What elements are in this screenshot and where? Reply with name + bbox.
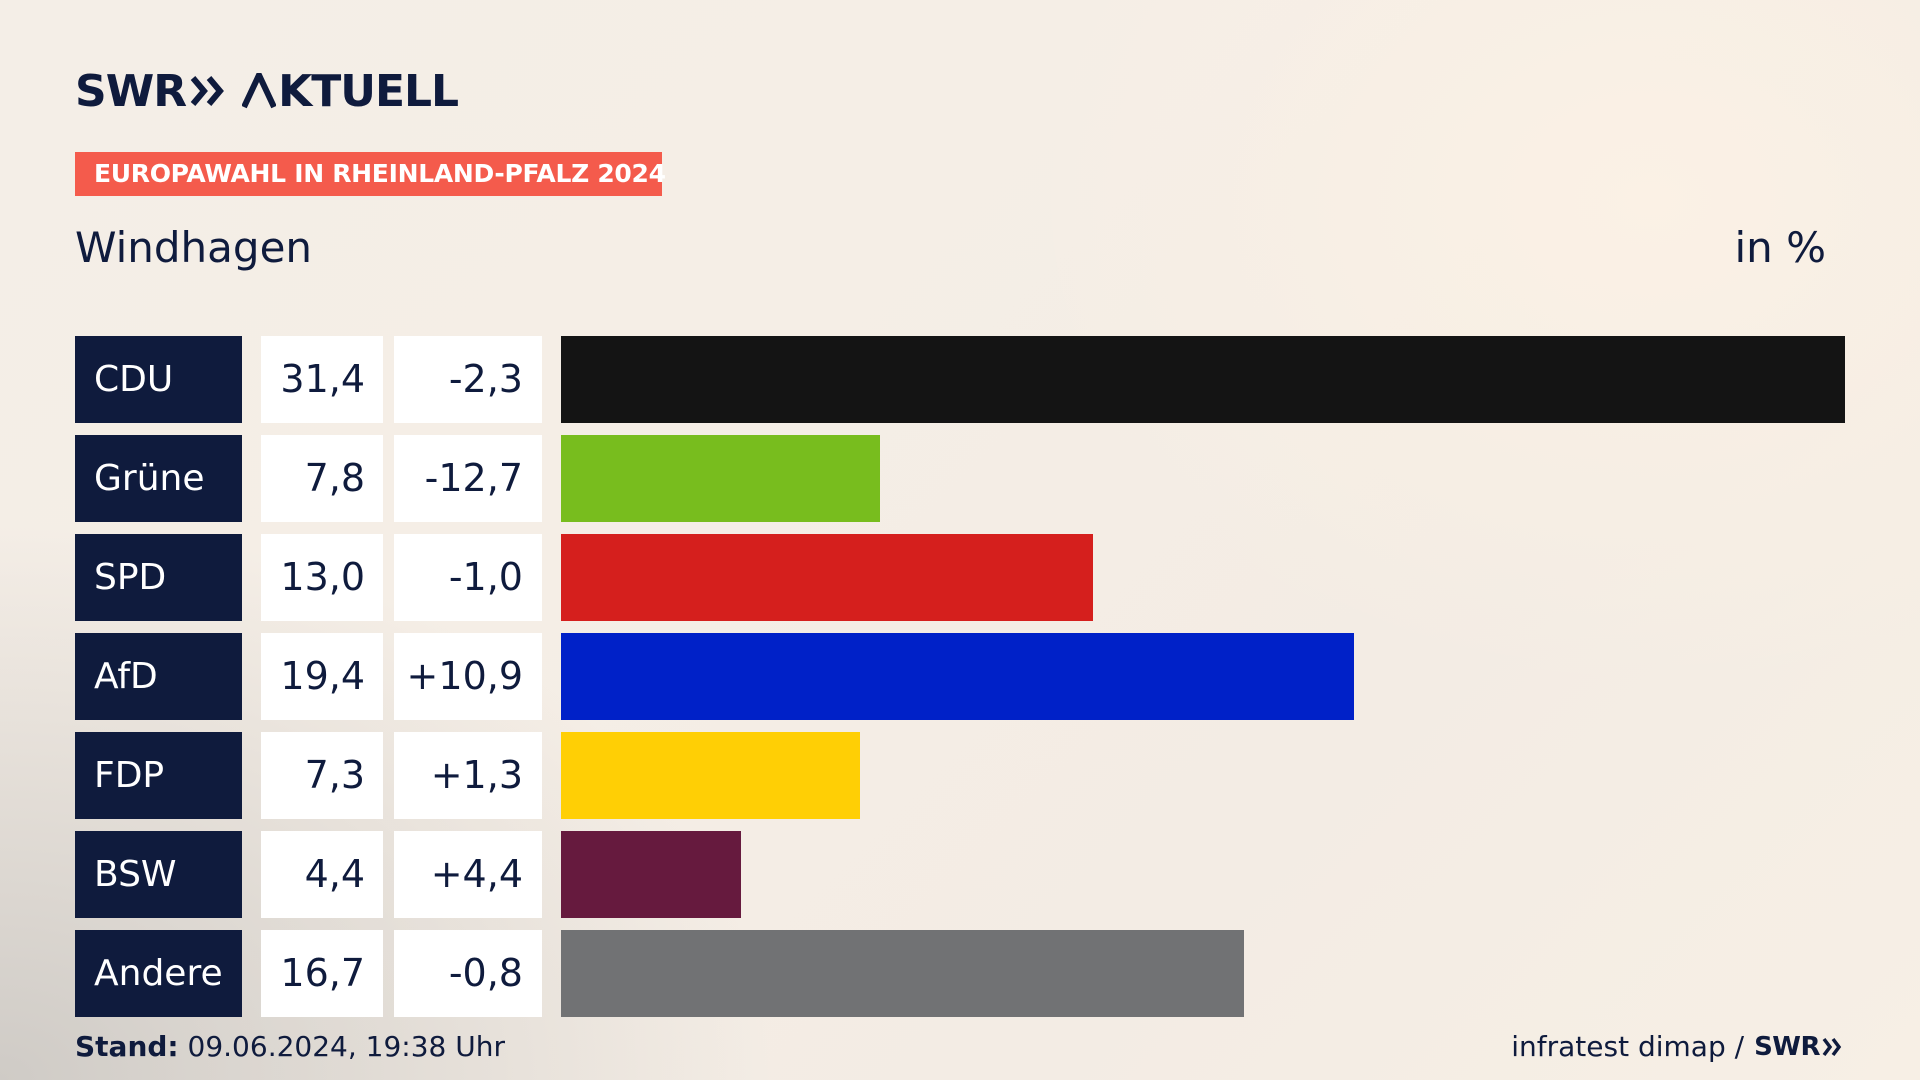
double-chevron-icon: [190, 76, 225, 106]
timestamp-label: Stand:: [75, 1030, 179, 1063]
source-logo: SWR: [1754, 1029, 1844, 1065]
party-label: BSW: [75, 831, 242, 918]
result-bar: [561, 930, 1244, 1017]
result-row: CDU 31,4 -2,3: [75, 336, 1845, 423]
unit-label: in %: [1734, 223, 1826, 272]
election-tag: EUROPAWAHL IN RHEINLAND-PFALZ 2024: [75, 152, 666, 196]
result-bar: [561, 435, 880, 522]
party-label: Grüne: [75, 435, 242, 522]
vote-change: -1,0: [394, 534, 542, 621]
result-bar: [561, 534, 1093, 621]
result-row: AfD 19,4 +10,9: [75, 633, 1845, 720]
vote-share: 7,8: [261, 435, 383, 522]
result-row: FDP 7,3 +1,3: [75, 732, 1845, 819]
party-label: Andere: [75, 930, 242, 1017]
result-row: SPD 13,0 -1,0: [75, 534, 1845, 621]
result-row: BSW 4,4 +4,4: [75, 831, 1845, 918]
swr-aktuell-logo: SWR KTUELL: [75, 65, 459, 117]
result-row: Grüne 7,8 -12,7: [75, 435, 1845, 522]
timestamp: Stand: 09.06.2024, 19:38 Uhr: [75, 1029, 505, 1065]
vote-share: 31,4: [261, 336, 383, 423]
source-credit: infratest dimap / SWR: [1511, 1029, 1844, 1065]
vote-share: 7,3: [261, 732, 383, 819]
result-bar: [561, 633, 1354, 720]
double-chevron-icon: [1822, 1037, 1842, 1057]
vote-change: +1,3: [394, 732, 542, 819]
party-label: SPD: [75, 534, 242, 621]
vote-share: 13,0: [261, 534, 383, 621]
result-row: Andere 16,7 -0,8: [75, 930, 1845, 1017]
result-bar: [561, 831, 741, 918]
vote-share: 19,4: [261, 633, 383, 720]
logo-swr-text: SWR: [75, 65, 187, 117]
vote-change: -0,8: [394, 930, 542, 1017]
party-label: AfD: [75, 633, 242, 720]
logo-aktuell-text: KTUELL: [278, 65, 459, 117]
vote-change: +10,9: [394, 633, 542, 720]
location-title: Windhagen: [75, 223, 313, 272]
vote-change: -12,7: [394, 435, 542, 522]
vote-share: 16,7: [261, 930, 383, 1017]
party-label: FDP: [75, 732, 242, 819]
timestamp-value: 09.06.2024, 19:38 Uhr: [187, 1030, 505, 1063]
party-label: CDU: [75, 336, 242, 423]
vote-change: -2,3: [394, 336, 542, 423]
source-text: infratest dimap /: [1511, 1030, 1745, 1063]
aktuell-a-glyph: [242, 73, 277, 109]
result-bar: [561, 732, 860, 819]
vote-change: +4,4: [394, 831, 542, 918]
result-bar: [561, 336, 1845, 423]
source-logo-text: SWR: [1754, 1032, 1820, 1062]
vote-share: 4,4: [261, 831, 383, 918]
